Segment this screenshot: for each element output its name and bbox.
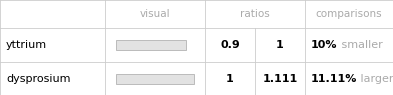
Text: 0.9: 0.9 xyxy=(220,40,240,50)
Text: yttrium: yttrium xyxy=(6,40,47,50)
Bar xyxy=(116,74,194,84)
Bar xyxy=(116,40,186,50)
Text: dysprosium: dysprosium xyxy=(6,74,70,84)
Text: 1: 1 xyxy=(226,74,234,84)
Text: visual: visual xyxy=(140,9,170,19)
Text: 10%: 10% xyxy=(311,40,338,50)
Text: 11.11%: 11.11% xyxy=(311,74,357,84)
Text: 1.111: 1.111 xyxy=(263,74,298,84)
Text: comparisons: comparisons xyxy=(316,9,382,19)
Text: 1: 1 xyxy=(276,40,284,50)
Text: larger: larger xyxy=(357,74,393,84)
Text: ratios: ratios xyxy=(240,9,270,19)
Text: smaller: smaller xyxy=(338,40,382,50)
